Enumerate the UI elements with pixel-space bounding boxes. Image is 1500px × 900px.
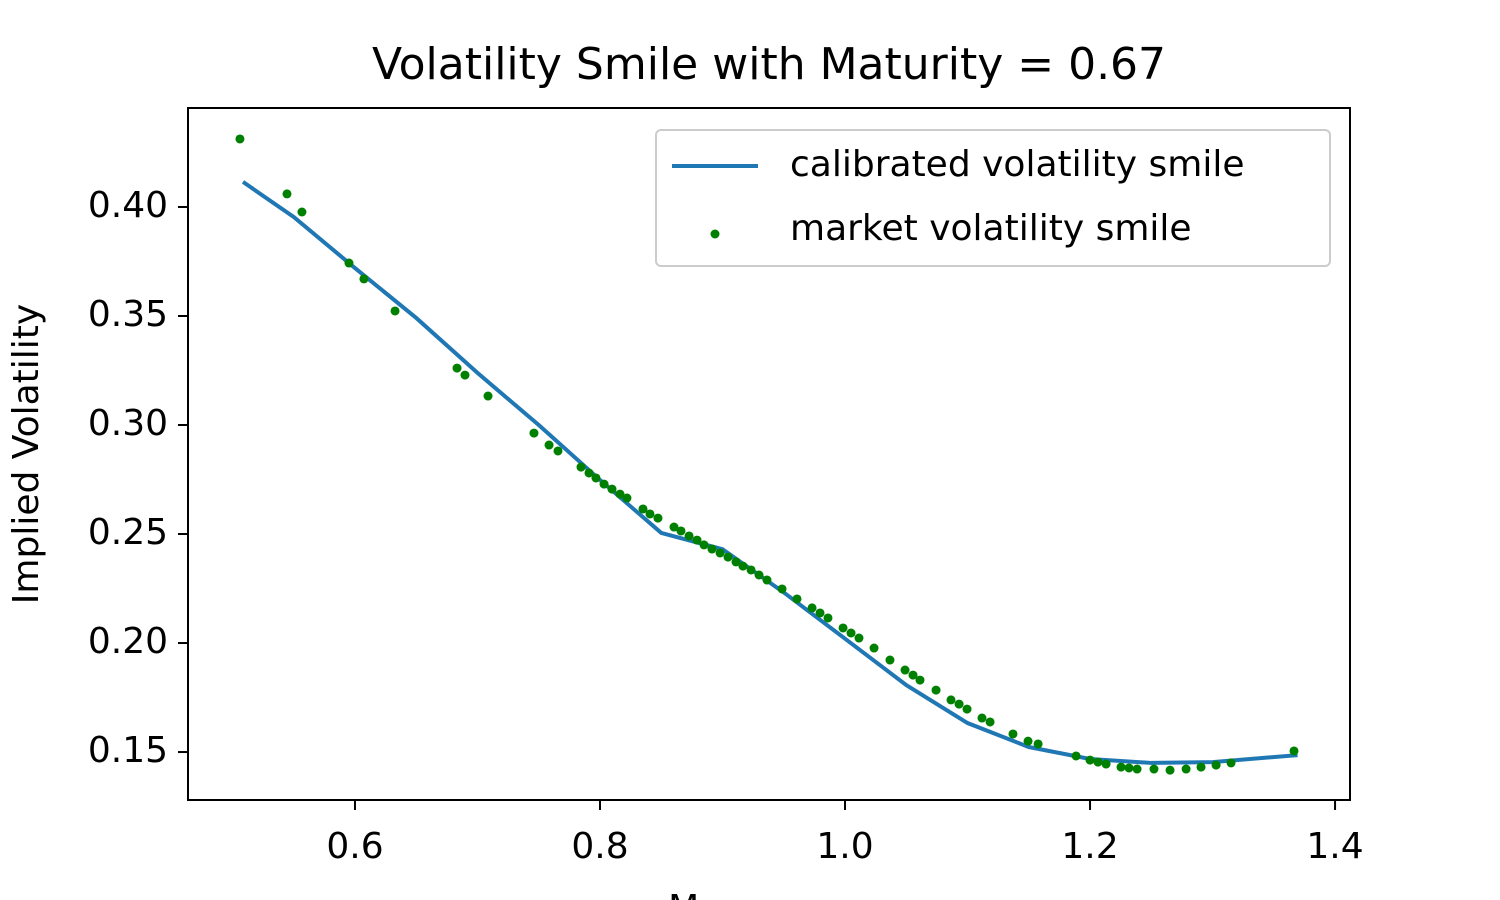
market-point (699, 540, 709, 550)
market-point (483, 391, 493, 401)
calibrated-line (241, 180, 1298, 765)
market-point (1181, 764, 1191, 774)
legend-label: market volatility smile (790, 208, 1192, 249)
market-point (900, 665, 910, 675)
market-point (1211, 760, 1221, 770)
market-point (815, 608, 825, 618)
y-tick-label: 0.35 (88, 294, 168, 335)
x-tick-label: 1.2 (1061, 826, 1118, 867)
x-tick-label: 1.0 (816, 826, 873, 867)
market-point (731, 557, 741, 567)
market-point (1149, 764, 1159, 774)
market-point (591, 473, 601, 483)
legend-box (655, 129, 1331, 267)
market-point (908, 670, 918, 680)
market-point (653, 513, 663, 523)
market-point (553, 446, 563, 456)
market-point (584, 468, 594, 478)
market-point (676, 526, 686, 536)
market-point (931, 685, 941, 695)
market-point (1008, 729, 1018, 739)
market-point (1071, 751, 1081, 761)
plot-area (235, 134, 1299, 775)
market-point (715, 548, 725, 558)
market-point (529, 428, 539, 438)
market-point (282, 189, 292, 199)
x-tick-label: 1.4 (1306, 826, 1363, 867)
y-tick-label: 0.40 (88, 185, 168, 226)
market-point (915, 675, 925, 685)
y-tick-label: 0.25 (88, 512, 168, 553)
market-point (235, 134, 245, 144)
market-point (754, 570, 764, 580)
market-point (390, 306, 400, 316)
market-point (885, 655, 895, 665)
market-point (344, 258, 354, 268)
market-point (544, 440, 554, 450)
market-point (1132, 764, 1142, 774)
market-point (985, 717, 995, 727)
market-point (746, 565, 756, 575)
market-point (1196, 762, 1206, 772)
market-point (1093, 757, 1103, 767)
market-point (854, 633, 864, 643)
market-point (762, 575, 772, 585)
market-point (869, 643, 879, 653)
market-point (638, 504, 648, 514)
y-tick-label: 0.30 (88, 403, 168, 444)
market-point (297, 207, 307, 217)
market-point (599, 479, 609, 489)
market-point (707, 544, 717, 554)
market-point (460, 370, 470, 380)
legend-dot (710, 229, 720, 239)
market-point (962, 704, 972, 714)
market-point (777, 584, 787, 594)
market-point (738, 561, 748, 571)
market-point (1165, 765, 1175, 775)
market-point (954, 699, 964, 709)
market-point (946, 695, 956, 705)
y-tick-label: 0.20 (88, 621, 168, 662)
market-point (1033, 739, 1043, 749)
market-point (645, 509, 655, 519)
y-tick-label: 0.15 (88, 730, 168, 771)
axes-frame (187, 107, 1351, 801)
market-point (1085, 755, 1095, 765)
market-point (977, 713, 987, 723)
market-point (792, 594, 802, 604)
market-point (1124, 763, 1134, 773)
market-point (1116, 762, 1126, 772)
market-point (838, 623, 848, 633)
chart-title: Volatility Smile with Maturity = 0.67 (372, 39, 1166, 90)
market-point (576, 462, 586, 472)
y-axis-label: Implied Volatility (6, 304, 47, 604)
market-point (607, 484, 617, 494)
x-tick-label: 0.8 (571, 826, 628, 867)
x-tick-label: 0.6 (326, 826, 383, 867)
x-axis-label: Moneyness (668, 888, 870, 900)
market-point (615, 489, 625, 499)
market-point (823, 613, 833, 623)
market-point (1289, 746, 1299, 756)
legend-label: calibrated volatility smile (790, 144, 1244, 185)
market-point (1226, 758, 1236, 768)
market-point (1023, 736, 1033, 746)
market-point (723, 552, 733, 562)
market-point (622, 493, 632, 503)
market-point (359, 274, 369, 284)
market-point (807, 603, 817, 613)
market-point (452, 363, 462, 373)
market-point (846, 628, 856, 638)
market-point (669, 522, 679, 532)
market-point (1101, 759, 1111, 769)
market-point (692, 535, 702, 545)
market-point (684, 531, 694, 541)
